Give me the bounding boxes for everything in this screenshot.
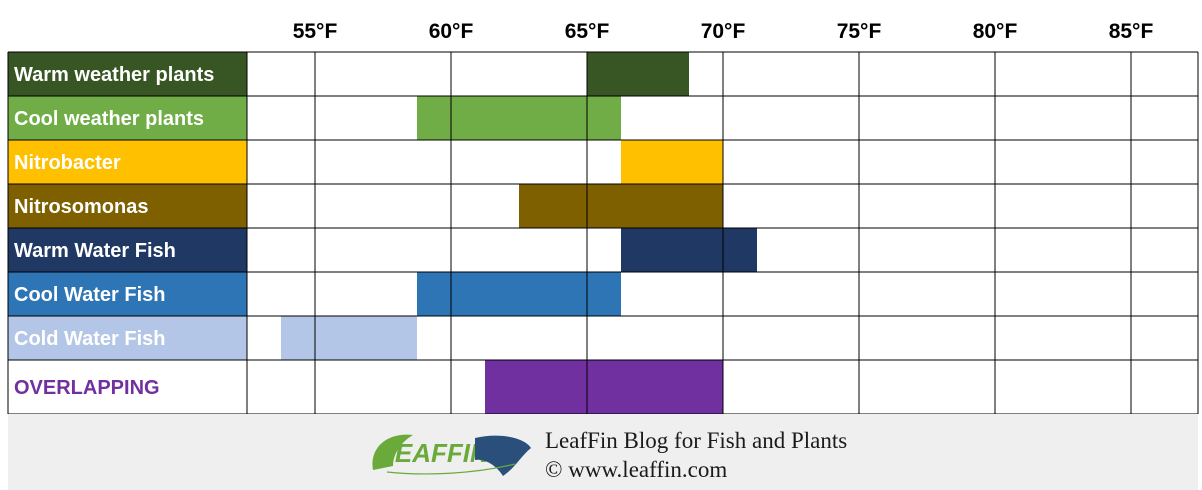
labels-layer: Warm weather plants Cool weather plants Ni… — [14, 20, 1153, 399]
row-label: Nitrobacter — [14, 152, 121, 174]
row-label: Warm weather plants — [14, 64, 214, 86]
fin-shape — [475, 435, 531, 476]
range-bar — [485, 360, 723, 414]
grid-layer — [7, 51, 1199, 414]
leaf-shape — [372, 434, 413, 470]
temperature-range-chart: Warm weather plants Cool weather plants Ni… — [7, 20, 1199, 414]
blog-title: LeafFin Blog for Fish and Plants — [545, 428, 848, 453]
row-label-cell — [8, 228, 247, 272]
row-label-cell — [8, 184, 247, 228]
row-label-cell — [8, 96, 247, 140]
row-label: Cool weather plants — [14, 108, 204, 130]
range-bar — [587, 52, 689, 96]
column-header: 85°F — [1109, 20, 1154, 43]
column-header: 75°F — [837, 20, 882, 43]
row-label-cell — [8, 316, 247, 360]
column-header: 70°F — [701, 20, 746, 43]
row-label-cell — [8, 272, 247, 316]
column-header: 65°F — [565, 20, 610, 43]
row-label-cell — [8, 52, 247, 96]
footer-band — [8, 414, 1198, 490]
range-bar — [621, 140, 723, 184]
column-header: 80°F — [973, 20, 1018, 43]
row-label: Nitrosomonas — [14, 196, 148, 218]
leaffin-logo: LEAFFIN — [372, 434, 531, 476]
row-label: OVERLAPPING — [14, 377, 160, 399]
column-header: 60°F — [429, 20, 474, 43]
column-header: 55°F — [293, 20, 338, 43]
range-bar — [417, 272, 621, 316]
row-label-cell — [8, 360, 247, 414]
range-bar — [519, 184, 723, 228]
row-label: Cool Water Fish — [14, 284, 165, 306]
logo-text: LEAFFIN — [379, 438, 490, 468]
range-bar — [417, 96, 621, 140]
blog-url: © www.leaffin.com — [545, 457, 728, 482]
row-label: Cold Water Fish — [14, 328, 165, 350]
range-bar — [281, 316, 417, 360]
range-bar — [621, 228, 757, 272]
row-label: Warm Water Fish — [14, 240, 176, 262]
row-label-cell — [8, 140, 247, 184]
